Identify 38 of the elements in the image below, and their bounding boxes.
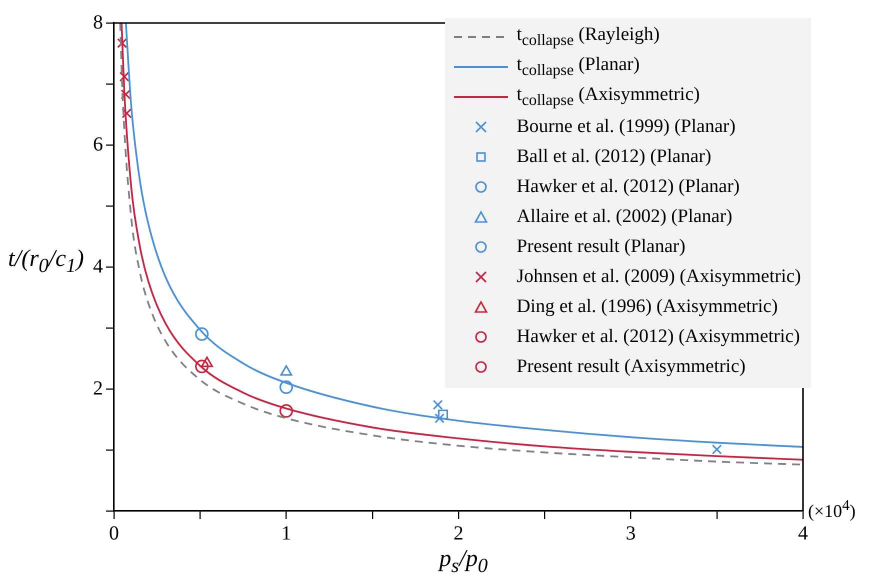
x-tick-label: 3 — [626, 522, 636, 544]
point — [120, 89, 131, 100]
legend-label: Ball et al. (2012) (Planar) — [516, 146, 712, 168]
x-tick-label: 0 — [109, 522, 119, 544]
legend-label: Present result (Planar) — [516, 236, 686, 258]
point — [122, 108, 132, 118]
point — [280, 365, 292, 376]
legend-label: t$_{collapse}$ (Axisymmetric) — [516, 84, 700, 110]
point — [195, 327, 209, 341]
legend-label: t$_{collapse}$ (Planar) — [516, 54, 640, 80]
y-axis-title: t/(r$_{0}$/c$_{1}$) — [8, 246, 84, 278]
point — [201, 356, 214, 368]
legend-label: Hawker et al. (2012) (Planar) — [516, 176, 740, 198]
x-tick-label: 1 — [281, 522, 292, 544]
point — [279, 404, 294, 418]
legend-label: t$_{collapse}$ (Rayleigh) — [516, 24, 660, 50]
text: (×10$^{4}$) — [808, 498, 856, 522]
point — [195, 360, 209, 374]
y-tick-label: 2 — [93, 377, 103, 400]
legend-label: Bourne et al. (1999) (Planar) — [516, 116, 736, 138]
point — [279, 380, 294, 394]
y-tick-label: 4 — [93, 255, 103, 278]
point — [434, 413, 445, 424]
legend-label: Present result (Axisymmetric) — [516, 356, 746, 378]
y-tick-label: 8 — [93, 11, 103, 34]
legend-label: Ding et al. (1996) (Axisymmetric) — [516, 296, 778, 318]
legend-label: Allaire et al. (2002) (Planar) — [516, 206, 732, 228]
point — [438, 410, 448, 420]
point — [712, 444, 722, 454]
x-tick-label: 2 — [454, 522, 464, 544]
x-tick-label: 4 — [798, 522, 808, 544]
legend-label: Hawker et al. (2012) (Axisymmetric) — [516, 326, 800, 348]
x-axis-title: p$_{s}$/p$_{0}$ — [437, 546, 489, 578]
point — [117, 38, 128, 48]
y-tick-label: 6 — [93, 133, 103, 156]
legend-label: Johnsen et al. (2009) (Axisymmetric) — [516, 266, 801, 288]
point — [432, 400, 443, 410]
point — [119, 72, 130, 82]
